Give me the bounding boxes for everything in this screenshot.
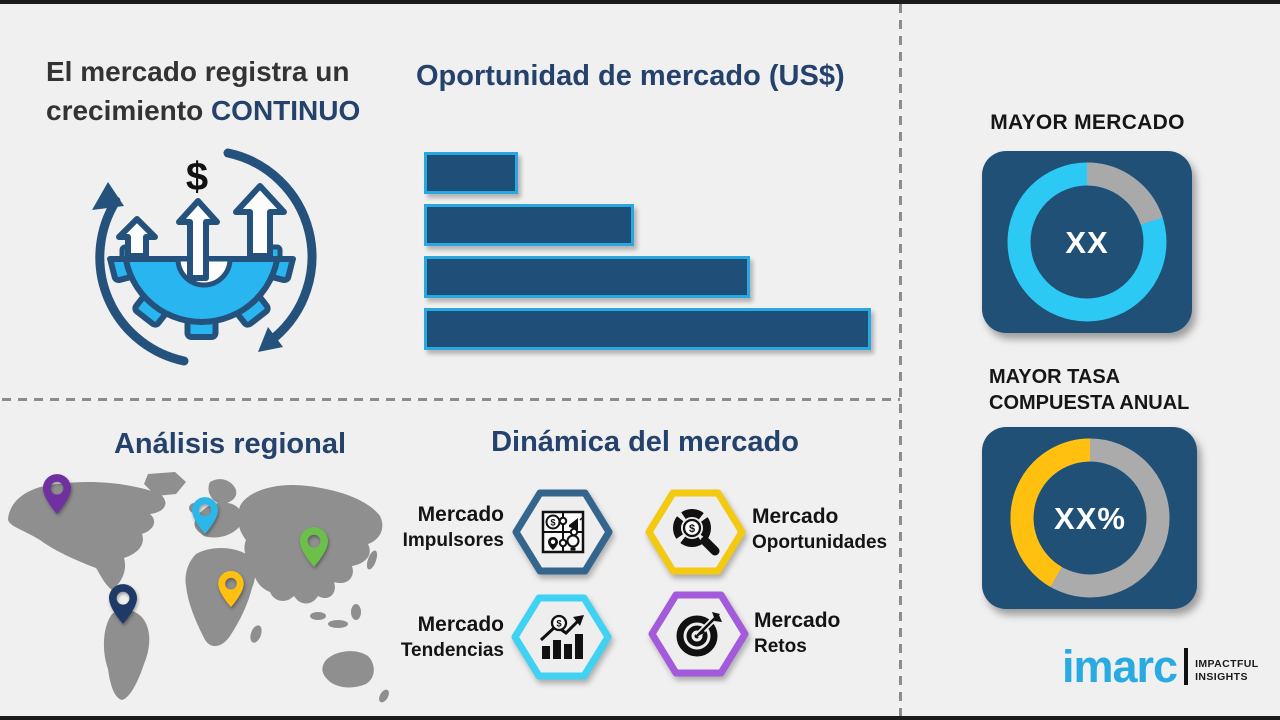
largest-market-value: XX [1065,225,1108,260]
megaphone-glyph [568,518,578,530]
left-up-arrow [116,216,158,259]
cagr-title: MAYOR TASA COMPUESTA ANUAL [989,364,1229,416]
cycle-arc-right [223,148,317,343]
svg-text:$: $ [556,619,562,630]
logo-divider [1184,648,1189,686]
svg-text:$: $ [688,523,694,535]
dynamics-title: Dinámica del mercado [491,426,799,458]
new-zealand [379,689,389,703]
label-market-challenges: Mercado Retos [754,609,841,657]
dollar-sign: $ [186,155,208,199]
opportunity-bar [424,256,750,298]
hexagon-market-drivers: $ [512,488,613,576]
label-market-trends: Mercado Tendencias [400,613,504,661]
dart-tip [696,628,705,636]
imarc-logo: imarc IMPACTFUL INSIGHTS [1062,641,1259,692]
south-america [103,609,150,700]
trend-chart-icon: $ [539,614,584,659]
world-map [8,472,389,703]
puzzle-icon: $ [541,510,584,554]
growth-heading: El mercado registra un crecimiento CONTI… [46,52,406,130]
asia [238,484,383,604]
imarc-wordmark: imarc [1062,641,1178,692]
cagr-card: XX% [982,427,1197,609]
cagr-title-line2: COMPUESTA ANUAL [989,392,1190,414]
growth-heading-line2: crecimiento [46,95,204,127]
arrowhead-bottom-right [258,327,283,352]
largest-market-card: XX [982,151,1192,333]
middle-up-arrow [176,198,220,281]
regional-title: Análisis regional [113,428,347,460]
opportunity-title: Oportunidad de mercado (US$) [416,60,845,92]
hexagon-market-trends: $ [511,593,612,681]
hexagon-market-opportunities: $ [645,488,746,576]
cycle-arc-left [95,196,189,366]
opportunity-bar [424,152,518,194]
cagr-donut-chart: XX% [1010,438,1169,598]
magnifier-handle [700,536,719,556]
growth-heading-line1: El mercado registra un [46,56,350,87]
horizontal-dashed-divider [2,398,900,401]
dart-feather [711,612,720,620]
cagr-title-line1: MAYOR TASA [989,366,1121,388]
north-america [8,482,166,590]
trend-arrowhead [572,615,584,626]
hexagon-market-challenges [648,590,749,678]
cagr-value: XX% [1054,501,1126,536]
scandinavia [208,479,237,504]
gear-icon [106,259,297,340]
largest-market-donut-chart: XX [1007,162,1167,322]
madagascar [250,625,262,643]
logo-tagline: IMPACTFUL INSIGHTS [1195,658,1259,683]
arrowhead-top-left [92,182,124,210]
label-market-opportunities: Mercado Oportunidades [752,505,888,553]
opportunity-bar [424,308,871,350]
growth-gear-arrows-icon: $ [92,148,317,366]
right-up-arrow [233,183,287,259]
largest-market-title: MAYOR MERCADO [990,111,1185,134]
pin-glyph [547,537,558,550]
bulb-glyph [566,534,579,548]
growth-heading-accent: CONTINUO [210,95,361,127]
label-market-drivers: Mercado Impulsores [402,503,504,551]
opportunity-bar [424,204,634,246]
opportunity-bars [424,152,871,360]
target-dart-icon [676,612,722,657]
greenland [144,472,186,496]
africa [185,548,256,647]
vertical-dashed-divider [899,4,902,716]
japan [366,550,378,570]
svg-text:$: $ [550,518,555,528]
australia [322,651,374,688]
magnifier-dollar-icon: $ [672,509,719,556]
